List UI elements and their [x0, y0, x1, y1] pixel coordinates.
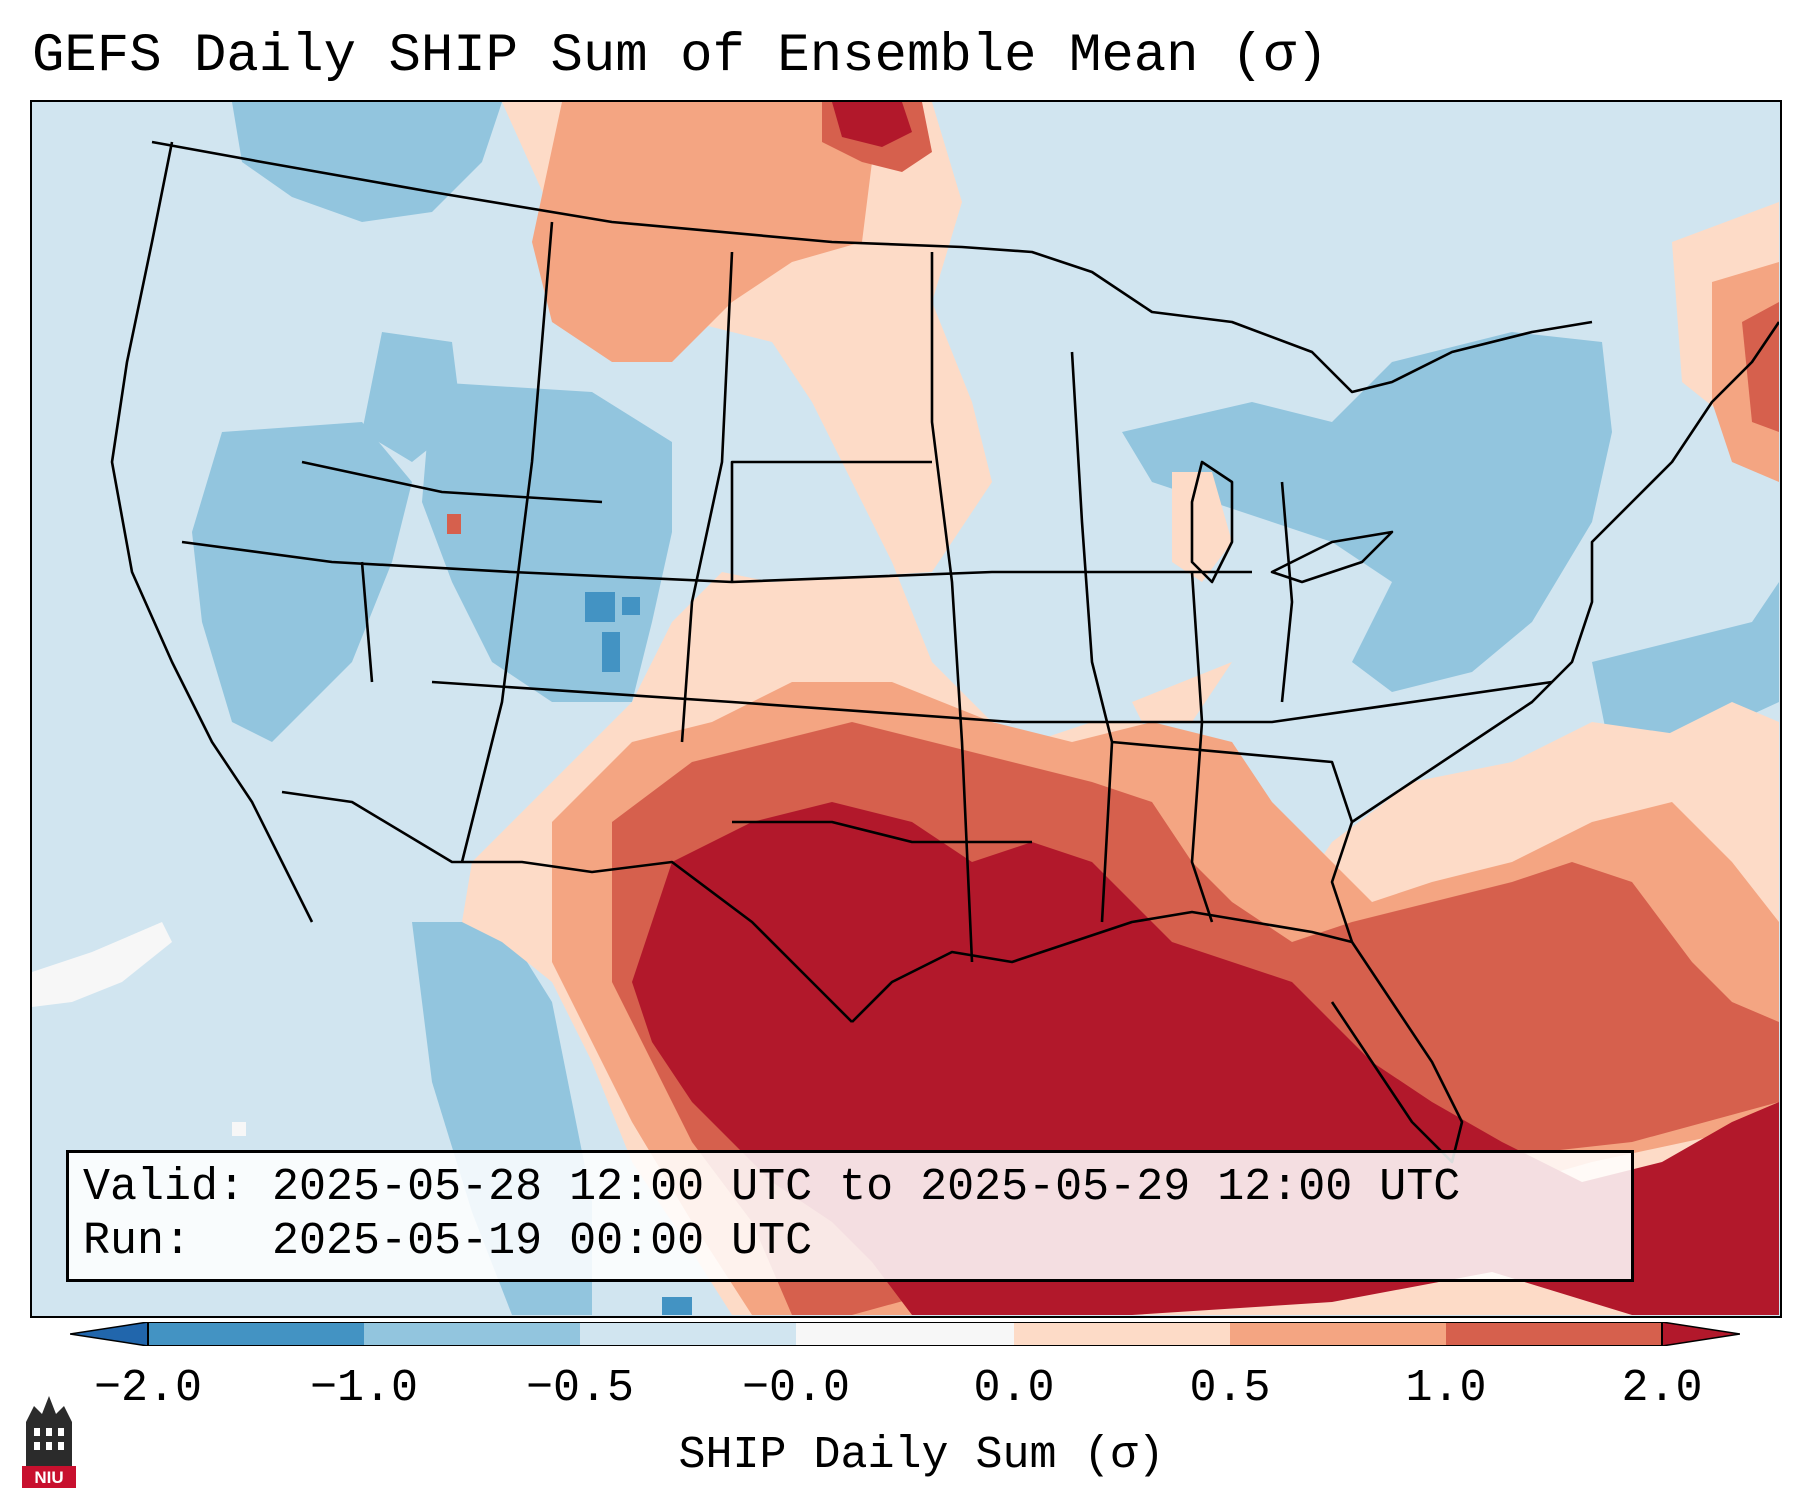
colorbar	[70, 1322, 1740, 1346]
valid-range: 2025-05-28 12:00 UTC to 2025-05-29 12:00…	[272, 1162, 1461, 1213]
colorbar-extend-high	[1661, 1322, 1740, 1346]
run-time: 2025-05-19 00:00 UTC	[272, 1216, 813, 1267]
logo-windows	[34, 1428, 64, 1450]
state-line-12	[732, 820, 1032, 844]
colorbar-bin	[796, 1322, 1014, 1346]
colorbar-bin	[1446, 1322, 1662, 1346]
field-extreme-positive-nd	[832, 102, 912, 147]
gulf-coast	[851, 910, 1353, 1023]
colorbar-tick: −0.5	[525, 1363, 635, 1414]
colorbar-bin	[364, 1322, 580, 1346]
state-line-11	[730, 460, 932, 582]
logo-band	[22, 1466, 76, 1488]
field-positive-montana	[532, 102, 872, 362]
mexico-border	[281, 790, 853, 1023]
field-negative-great-basin	[192, 422, 412, 742]
field-cell-blue	[602, 632, 620, 672]
colorbar-bin	[1230, 1322, 1446, 1346]
field-white-patches	[32, 922, 246, 1136]
us-canada-border	[151, 140, 1593, 394]
field-negative-great-lakes	[1122, 332, 1612, 692]
florida	[1330, 941, 1464, 1164]
state-line-4	[431, 680, 1553, 724]
field-strong-negative-cells	[585, 592, 692, 1315]
state-line-3	[181, 540, 1252, 584]
field-cell-blue	[662, 1297, 692, 1315]
state-line-5	[460, 221, 554, 863]
colorbar-outline	[147, 1322, 1663, 1346]
field-cell-white	[232, 1122, 246, 1136]
ship-anomaly-map	[32, 102, 1779, 1315]
state-line-13	[1111, 740, 1354, 823]
state-line-2	[360, 561, 374, 683]
map-panel	[30, 100, 1782, 1318]
state-line-7	[930, 252, 974, 963]
valid-label: Valid:	[83, 1162, 246, 1213]
east-coast	[1330, 321, 1779, 943]
colorbar-bin	[580, 1322, 796, 1346]
colorbar-tick: 1.0	[1405, 1363, 1487, 1414]
field-cell-red	[447, 514, 461, 534]
colorbar-bin	[148, 1322, 364, 1346]
lake-erie	[1270, 530, 1394, 584]
state-line-6	[680, 251, 734, 743]
field-white-pacific	[32, 922, 172, 1007]
map-title: GEFS Daily SHIP Sum of Ensemble Mean (σ)	[32, 26, 1329, 87]
field-negative-idaho	[362, 332, 462, 462]
colorbar-bin	[1014, 1322, 1230, 1346]
state-boundaries	[110, 140, 1779, 1164]
field-cell-blue	[622, 597, 640, 615]
colorbar-tick: −2.0	[93, 1363, 203, 1414]
state-line-1	[301, 460, 603, 504]
run-label: Run:	[83, 1216, 192, 1267]
colorbar-label: SHIP Daily Sum (σ)	[678, 1430, 1165, 1481]
field-cell-blue	[585, 592, 615, 622]
west-coast	[110, 141, 314, 923]
colorbar-tick: −0.0	[741, 1363, 851, 1414]
state-line-8	[1070, 351, 1114, 923]
colorbar-tick: 0.5	[1189, 1363, 1271, 1414]
logo-text: NIU	[34, 1468, 63, 1487]
lake-michigan	[1190, 460, 1234, 584]
colorbar-tick: −1.0	[309, 1363, 419, 1414]
colorbar-tick: 0.0	[973, 1363, 1055, 1414]
state-line-9	[1190, 571, 1214, 923]
run-info-box: Valid: 2025-05-28 12:00 UTC to 2025-05-2…	[66, 1150, 1634, 1282]
niu-logo-icon: NIU	[22, 1396, 76, 1488]
colorbar-extend-low	[70, 1322, 149, 1346]
state-line-10	[1280, 481, 1294, 703]
colorbar-tick: 2.0	[1621, 1363, 1703, 1414]
field-near-positive-michigan	[1172, 472, 1232, 582]
